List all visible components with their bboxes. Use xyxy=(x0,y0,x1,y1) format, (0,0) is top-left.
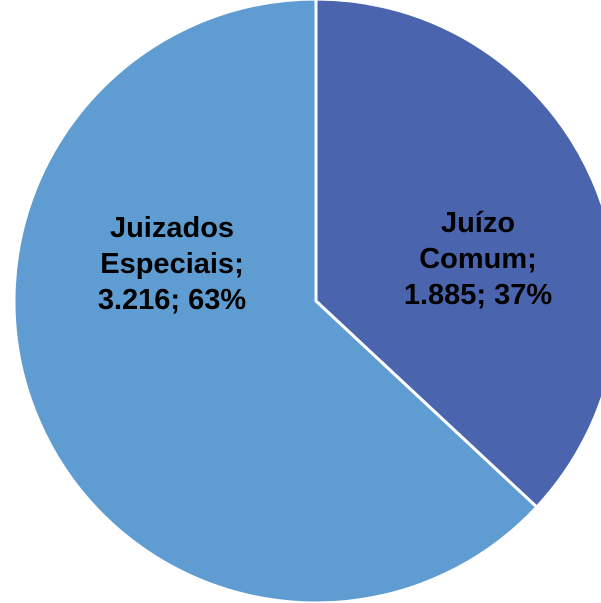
data-label: Juízo Comum; 1.885; 37% xyxy=(388,205,568,313)
category-name: Juizados Especiais xyxy=(100,212,235,280)
pie-slice xyxy=(314,0,601,510)
separator: ; xyxy=(527,243,537,275)
separator: ; xyxy=(476,279,487,311)
category-name: Juízo Comum xyxy=(419,207,528,275)
percent-label: 63% xyxy=(188,284,247,316)
label-box: Juizados Especiais; 3.216; 63% xyxy=(82,210,262,318)
label-box: Juízo Comum; 1.885; 37% xyxy=(388,205,568,313)
value-label: 3.216 xyxy=(97,284,171,316)
value-label: 1.885 xyxy=(403,279,477,311)
separator: ; xyxy=(234,248,244,280)
percent-label: 37% xyxy=(494,279,553,311)
pie-slice xyxy=(12,0,539,603)
separator: ; xyxy=(170,284,181,316)
data-label: Juizados Especiais; 3.216; 63% xyxy=(82,210,262,318)
